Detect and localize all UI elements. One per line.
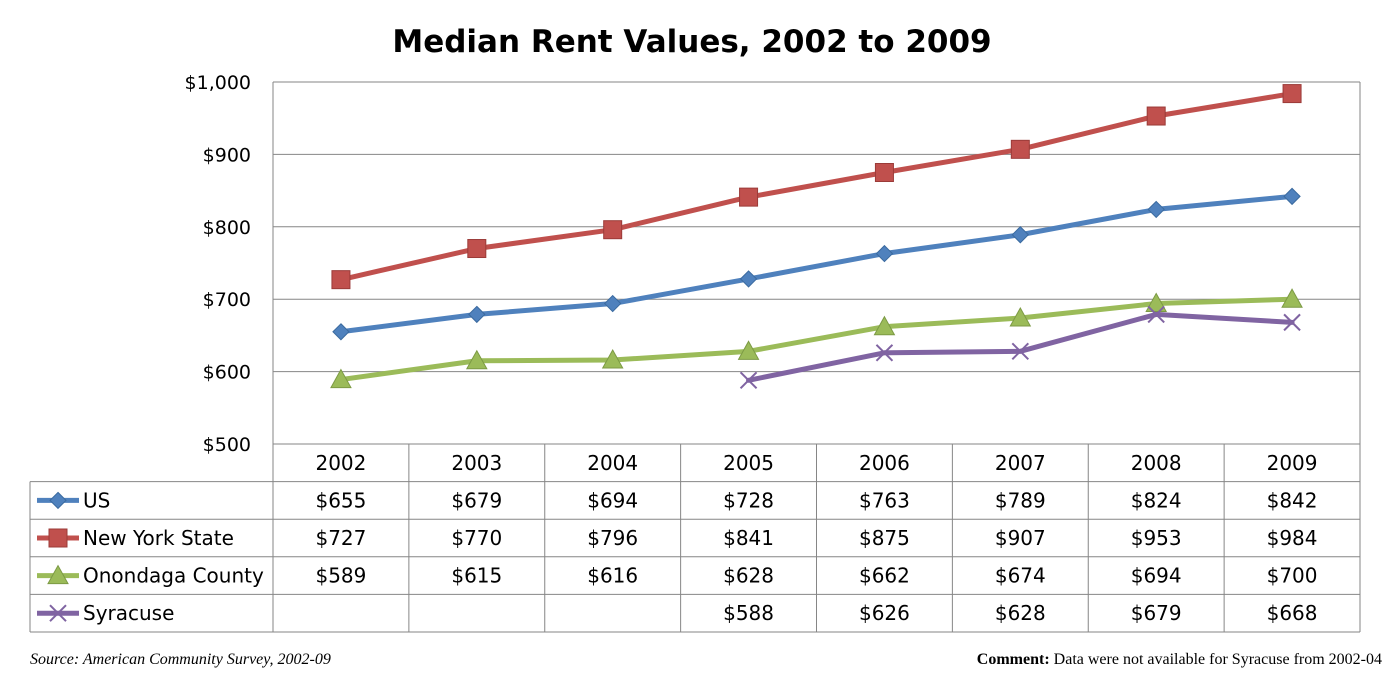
us-table-value: $655 — [315, 488, 366, 512]
onondaga-county-table-value: $700 — [1267, 564, 1318, 588]
onondaga-county-data-point — [737, 340, 760, 360]
source-note: Source: American Community Survey, 2002-… — [30, 651, 331, 668]
onondaga-county-data-point — [330, 368, 352, 389]
category-label: 2007 — [995, 451, 1046, 475]
new-york-state-table-value: $796 — [587, 526, 638, 550]
us-legend-label: US — [83, 488, 110, 512]
y-tick-label: $700 — [203, 289, 251, 311]
onondaga-county-data-point — [873, 315, 896, 336]
syracuse-data-point — [1011, 342, 1030, 361]
us-series-line — [338, 193, 1295, 335]
syracuse-table-value: $628 — [995, 601, 1046, 625]
us-data-point — [603, 294, 622, 313]
new-york-state-data-point — [603, 220, 623, 240]
syracuse-data-point — [739, 371, 758, 389]
us-data-point — [1147, 200, 1165, 219]
category-label: 2003 — [451, 451, 502, 475]
onondaga-county-data-point — [1281, 288, 1303, 308]
onondaga-county-table-value: $589 — [315, 564, 366, 588]
chart-title: Median Rent Values, 2002 to 2009 — [392, 24, 991, 60]
us-legend-marker — [49, 491, 67, 510]
y-tick-label: $1,000 — [185, 72, 251, 94]
us-data-point — [875, 244, 894, 263]
category-label: 2004 — [587, 451, 638, 475]
new-york-state-table-value: $984 — [1267, 526, 1318, 550]
onondaga-county-table-value: $694 — [1131, 564, 1182, 588]
new-york-state-data-point — [1010, 139, 1030, 159]
onondaga-county-data-point — [1009, 306, 1032, 327]
new-york-state-data-point — [467, 239, 487, 259]
category-label: 2008 — [1131, 451, 1182, 475]
syracuse-data-point — [875, 344, 894, 362]
onondaga-county-series-line — [338, 296, 1295, 383]
us-data-point — [332, 323, 350, 341]
median-rent-chart: Median Rent Values, 2002 to 2009 $500 $600… — [29, 24, 1361, 633]
new-york-state-table-value: $875 — [859, 526, 910, 550]
us-table-value: $728 — [723, 488, 774, 512]
onondaga-county-table-value: $662 — [859, 564, 910, 588]
syracuse-data-point — [1283, 313, 1301, 332]
category-label: 2009 — [1267, 451, 1318, 475]
y-tick-label: $800 — [203, 217, 251, 239]
new-york-state-series-line — [338, 91, 1295, 283]
category-label: 2002 — [315, 451, 366, 475]
y-tick-label: $600 — [203, 362, 251, 384]
new-york-state-data-point — [874, 163, 894, 182]
comment-text: Data were not available for Syracuse fro… — [1049, 651, 1382, 668]
onondaga-county-data-point — [1145, 292, 1168, 313]
us-table-value: $694 — [587, 488, 638, 512]
new-york-state-table-value: $953 — [1131, 526, 1182, 550]
syracuse-table-value: $668 — [1267, 601, 1318, 625]
syracuse-table-value: $679 — [1131, 601, 1182, 625]
syracuse-legend-label: Syracuse — [83, 601, 174, 625]
new-york-state-table-value: $841 — [723, 526, 774, 550]
y-tick-label: $900 — [203, 144, 251, 166]
new-york-state-data-point — [1146, 106, 1166, 126]
new-york-state-legend-label: New York State — [83, 526, 234, 550]
syracuse-table-value: $588 — [723, 601, 774, 625]
onondaga-county-table-value: $674 — [995, 564, 1046, 588]
syracuse-legend-marker — [49, 604, 67, 622]
new-york-state-table-value: $770 — [451, 526, 502, 550]
us-table-value: $679 — [451, 488, 502, 512]
us-table-value: $824 — [1131, 488, 1182, 512]
syracuse-table-value: $626 — [859, 601, 910, 625]
new-york-state-legend-marker — [48, 528, 68, 548]
us-table-value: $763 — [859, 488, 910, 512]
comment-note: Comment: Data were not available for Syr… — [977, 651, 1382, 669]
onondaga-county-data-point — [601, 348, 624, 369]
us-data-point — [1283, 187, 1301, 206]
new-york-state-table-value: $907 — [995, 526, 1046, 550]
us-data-point — [739, 270, 758, 288]
us-table-value: $789 — [995, 488, 1046, 512]
new-york-state-data-point — [739, 187, 759, 207]
onondaga-county-legend-label: Onondaga County — [83, 564, 264, 588]
new-york-state-data-point — [331, 270, 351, 290]
onondaga-county-data-point — [465, 349, 488, 370]
category-label: 2006 — [859, 451, 910, 475]
us-data-point — [468, 305, 486, 324]
onondaga-county-legend-marker — [47, 564, 69, 585]
category-label: 2005 — [723, 451, 774, 475]
us-table-value: $842 — [1267, 488, 1318, 512]
y-tick-label: $500 — [203, 434, 251, 456]
onondaga-county-table-value: $616 — [587, 564, 638, 588]
comment-label: Comment: — [976, 651, 1050, 668]
new-york-state-table-value: $727 — [315, 526, 366, 550]
onondaga-county-table-value: $615 — [451, 564, 502, 588]
new-york-state-data-point — [1282, 84, 1302, 104]
us-data-point — [1011, 226, 1030, 244]
syracuse-data-point — [1147, 305, 1165, 324]
onondaga-county-table-value: $628 — [723, 564, 774, 588]
